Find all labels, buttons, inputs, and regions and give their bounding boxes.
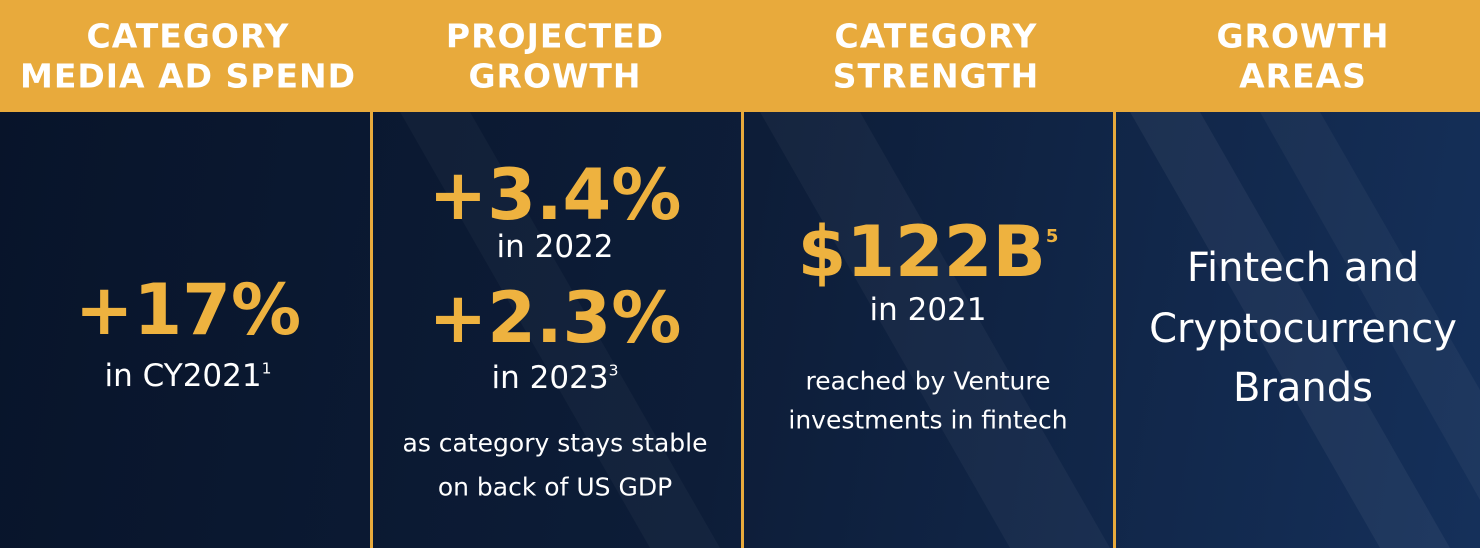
column-divider xyxy=(370,112,373,548)
column-header: PROJECTED xyxy=(445,16,665,56)
column-divider xyxy=(741,112,744,548)
column-header: CATEGORY xyxy=(86,16,290,56)
column-header: MEDIA AD SPEND xyxy=(19,56,357,96)
growth-area: Cryptocurrency xyxy=(1149,306,1457,352)
column-header: AREAS xyxy=(1239,56,1367,96)
column-header: STRENGTH xyxy=(832,56,1040,96)
caption-text: in CY2021 xyxy=(104,358,262,394)
growth-area: Brands xyxy=(1233,365,1373,411)
stat-caption: in 2022 xyxy=(496,229,614,265)
caption-text: in 2023 xyxy=(491,360,609,396)
footnote-mark: 5 xyxy=(1045,226,1059,247)
note: as category stays stable xyxy=(402,428,708,458)
stat: +3.4% xyxy=(428,154,682,236)
stat: +2.3% xyxy=(428,277,682,359)
stat-caption: in CY20211 xyxy=(105,358,272,394)
header-band xyxy=(0,0,1480,112)
column-header: GROWTH xyxy=(468,56,642,96)
note: investments in fintech xyxy=(788,405,1068,435)
stat-caption: in 20233 xyxy=(492,360,619,396)
column-divider xyxy=(1113,112,1116,548)
footnote-mark: 1 xyxy=(261,359,272,378)
footnote-mark: 3 xyxy=(608,361,619,380)
stat-text: $122B xyxy=(797,211,1046,293)
column-header: CATEGORY xyxy=(834,16,1038,56)
note: on back of US GDP xyxy=(437,472,673,502)
growth-area: Fintech and xyxy=(1186,245,1420,291)
stat: $122B5 xyxy=(798,211,1059,293)
stat: +17% xyxy=(74,269,302,351)
note: reached by Venture xyxy=(805,366,1051,396)
stat-caption: in 2021 xyxy=(869,292,987,328)
column-header: GROWTH xyxy=(1216,16,1390,56)
